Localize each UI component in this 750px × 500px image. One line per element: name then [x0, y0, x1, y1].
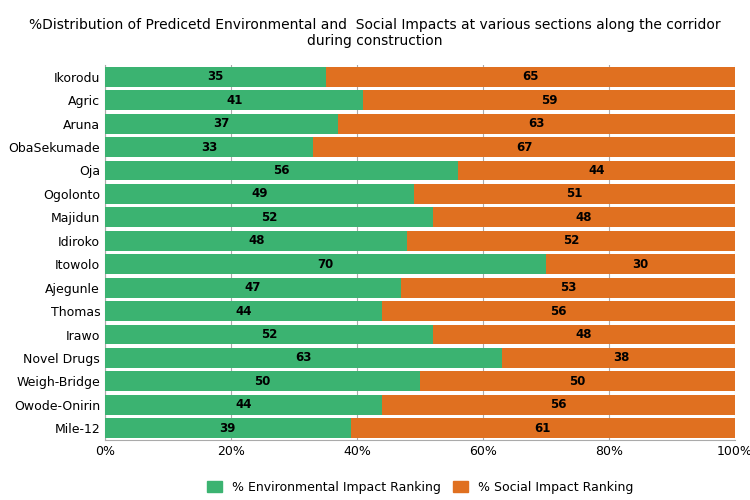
Bar	[382, 395, 735, 415]
Bar	[433, 208, 735, 228]
Bar	[313, 137, 735, 157]
Bar	[420, 372, 735, 392]
Text: 61: 61	[535, 422, 551, 435]
Text: 49: 49	[251, 188, 268, 200]
Bar	[105, 114, 338, 134]
Text: 56: 56	[550, 304, 567, 318]
Bar	[105, 324, 433, 344]
Bar	[105, 184, 414, 204]
Text: 37: 37	[214, 117, 230, 130]
Text: 50: 50	[254, 375, 271, 388]
Text: 44: 44	[236, 304, 252, 318]
Text: 70: 70	[317, 258, 334, 270]
Bar	[338, 114, 735, 134]
Text: 56: 56	[273, 164, 290, 177]
Text: 48: 48	[575, 211, 592, 224]
Bar	[105, 90, 363, 110]
Bar	[105, 208, 433, 228]
Bar	[105, 137, 313, 157]
Bar	[458, 160, 735, 180]
Text: 48: 48	[248, 234, 265, 248]
Text: 35: 35	[207, 70, 224, 83]
Text: 44: 44	[588, 164, 604, 177]
Bar	[382, 301, 735, 321]
Bar	[363, 90, 735, 110]
Text: 39: 39	[220, 422, 236, 435]
Bar	[401, 278, 735, 297]
Text: 52: 52	[260, 211, 277, 224]
Bar	[105, 418, 351, 438]
Bar	[351, 418, 735, 438]
Bar	[105, 67, 326, 86]
Bar	[105, 395, 382, 415]
Text: 59: 59	[541, 94, 557, 106]
Bar	[105, 254, 546, 274]
Text: 65: 65	[522, 70, 538, 83]
Text: 51: 51	[566, 188, 583, 200]
Text: 44: 44	[236, 398, 252, 411]
Text: 33: 33	[201, 140, 217, 153]
Bar	[105, 278, 401, 297]
Text: 53: 53	[560, 281, 576, 294]
Bar	[502, 348, 741, 368]
Bar	[105, 348, 502, 368]
Bar	[105, 372, 420, 392]
Bar	[105, 160, 458, 180]
Text: 63: 63	[528, 117, 544, 130]
Bar	[546, 254, 735, 274]
Bar	[414, 184, 735, 204]
Text: 50: 50	[569, 375, 586, 388]
Bar	[407, 231, 735, 250]
Bar	[433, 324, 735, 344]
Text: during construction: during construction	[308, 34, 442, 48]
Bar	[105, 231, 407, 250]
Text: 38: 38	[614, 352, 630, 364]
Text: 48: 48	[575, 328, 592, 341]
Text: 67: 67	[516, 140, 532, 153]
Text: 63: 63	[296, 352, 312, 364]
Bar	[105, 301, 382, 321]
Text: 30: 30	[632, 258, 649, 270]
Text: %Distribution of Predicetd Environmental and  Social Impacts at various sections: %Distribution of Predicetd Environmental…	[29, 18, 721, 32]
Text: 56: 56	[550, 398, 567, 411]
Text: 52: 52	[563, 234, 580, 248]
Text: 47: 47	[244, 281, 261, 294]
Bar	[326, 67, 735, 86]
Legend: % Environmental Impact Ranking, % Social Impact Ranking: % Environmental Impact Ranking, % Social…	[206, 481, 633, 494]
Text: 52: 52	[260, 328, 277, 341]
Text: 41: 41	[226, 94, 242, 106]
